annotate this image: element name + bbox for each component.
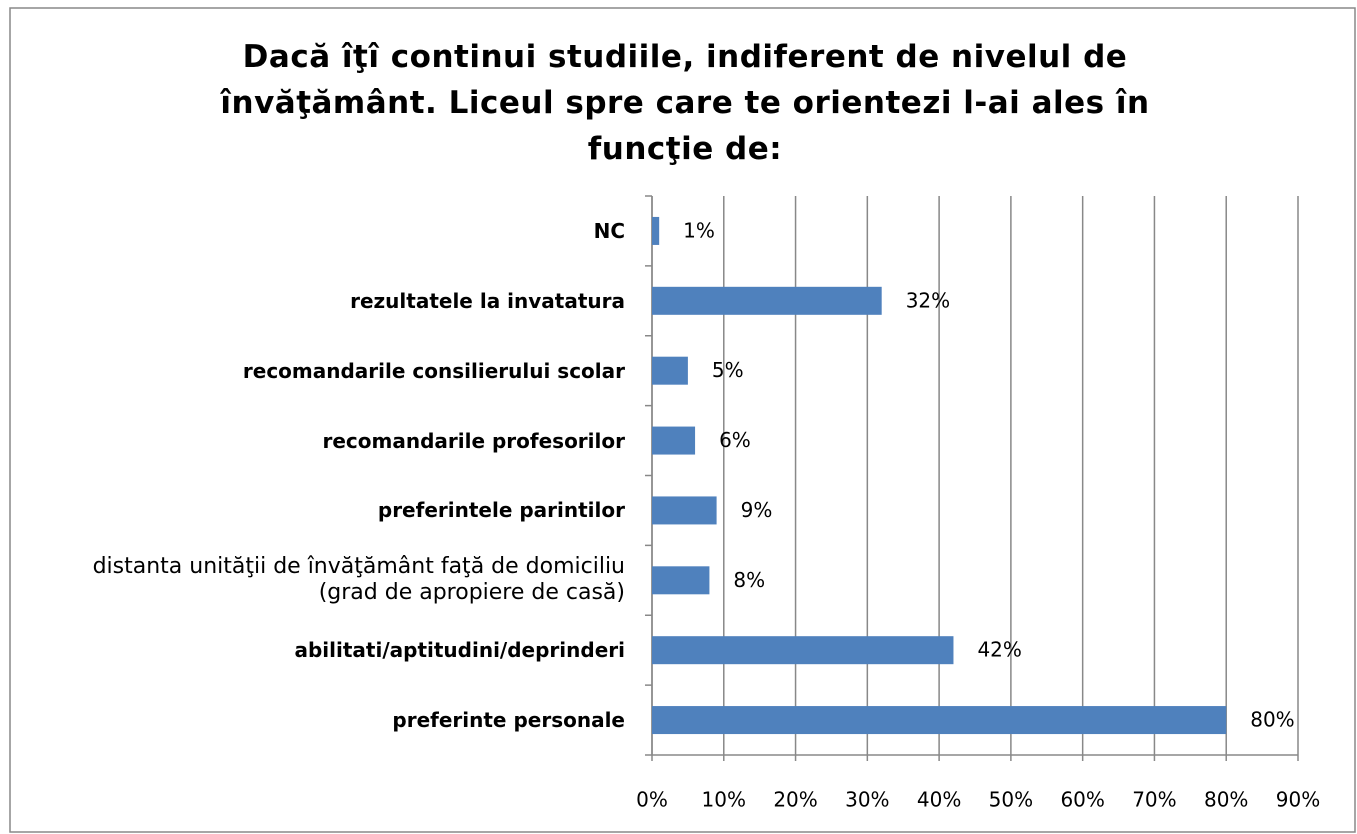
value-label: 5% [712,358,744,382]
y-tick-label: preferinte personale [392,708,625,733]
y-tick-label: abilitati/aptitudini/deprinderi [294,638,625,663]
y-tick-label: distanta unităţii de învăţământ faţă de … [92,554,625,606]
bar [652,426,696,455]
x-tick-label: 20% [773,788,817,812]
frame [9,7,1356,833]
y-tick-label: preferintele parintilor [377,498,625,523]
value-label: 42% [977,638,1021,662]
bar [652,636,954,665]
y-tick-label: recomandarile consilierului scolar [242,358,625,383]
x-tick-label: 80% [1204,788,1248,812]
bar [652,706,1227,735]
x-tick-label: 10% [702,788,746,812]
x-tick-label: 70% [1132,788,1176,812]
x-tick-label: 50% [989,788,1033,812]
x-tick-label: 60% [1060,788,1104,812]
chart-title: Dacă îţî continui studiile, indiferent d… [220,39,1150,167]
bar [652,286,882,315]
bar [652,216,660,245]
value-label: 6% [719,428,751,452]
bar [652,356,688,385]
y-tick-label: rezultatele la invatatura [350,288,625,313]
value-label: 9% [741,498,773,522]
y-tick-label: recomandarile profesorilor [322,428,625,453]
y-tick-label: NC [593,218,625,243]
value-label: 80% [1250,708,1294,732]
bar [652,496,717,525]
x-tick-label: 30% [845,788,889,812]
bar [652,566,710,595]
value-label: 32% [906,288,950,312]
x-tick-label: 0% [636,788,668,812]
x-tick-label: 40% [917,788,961,812]
value-label: 1% [683,218,715,242]
value-label: 8% [733,568,765,592]
x-tick-label: 90% [1276,788,1320,812]
